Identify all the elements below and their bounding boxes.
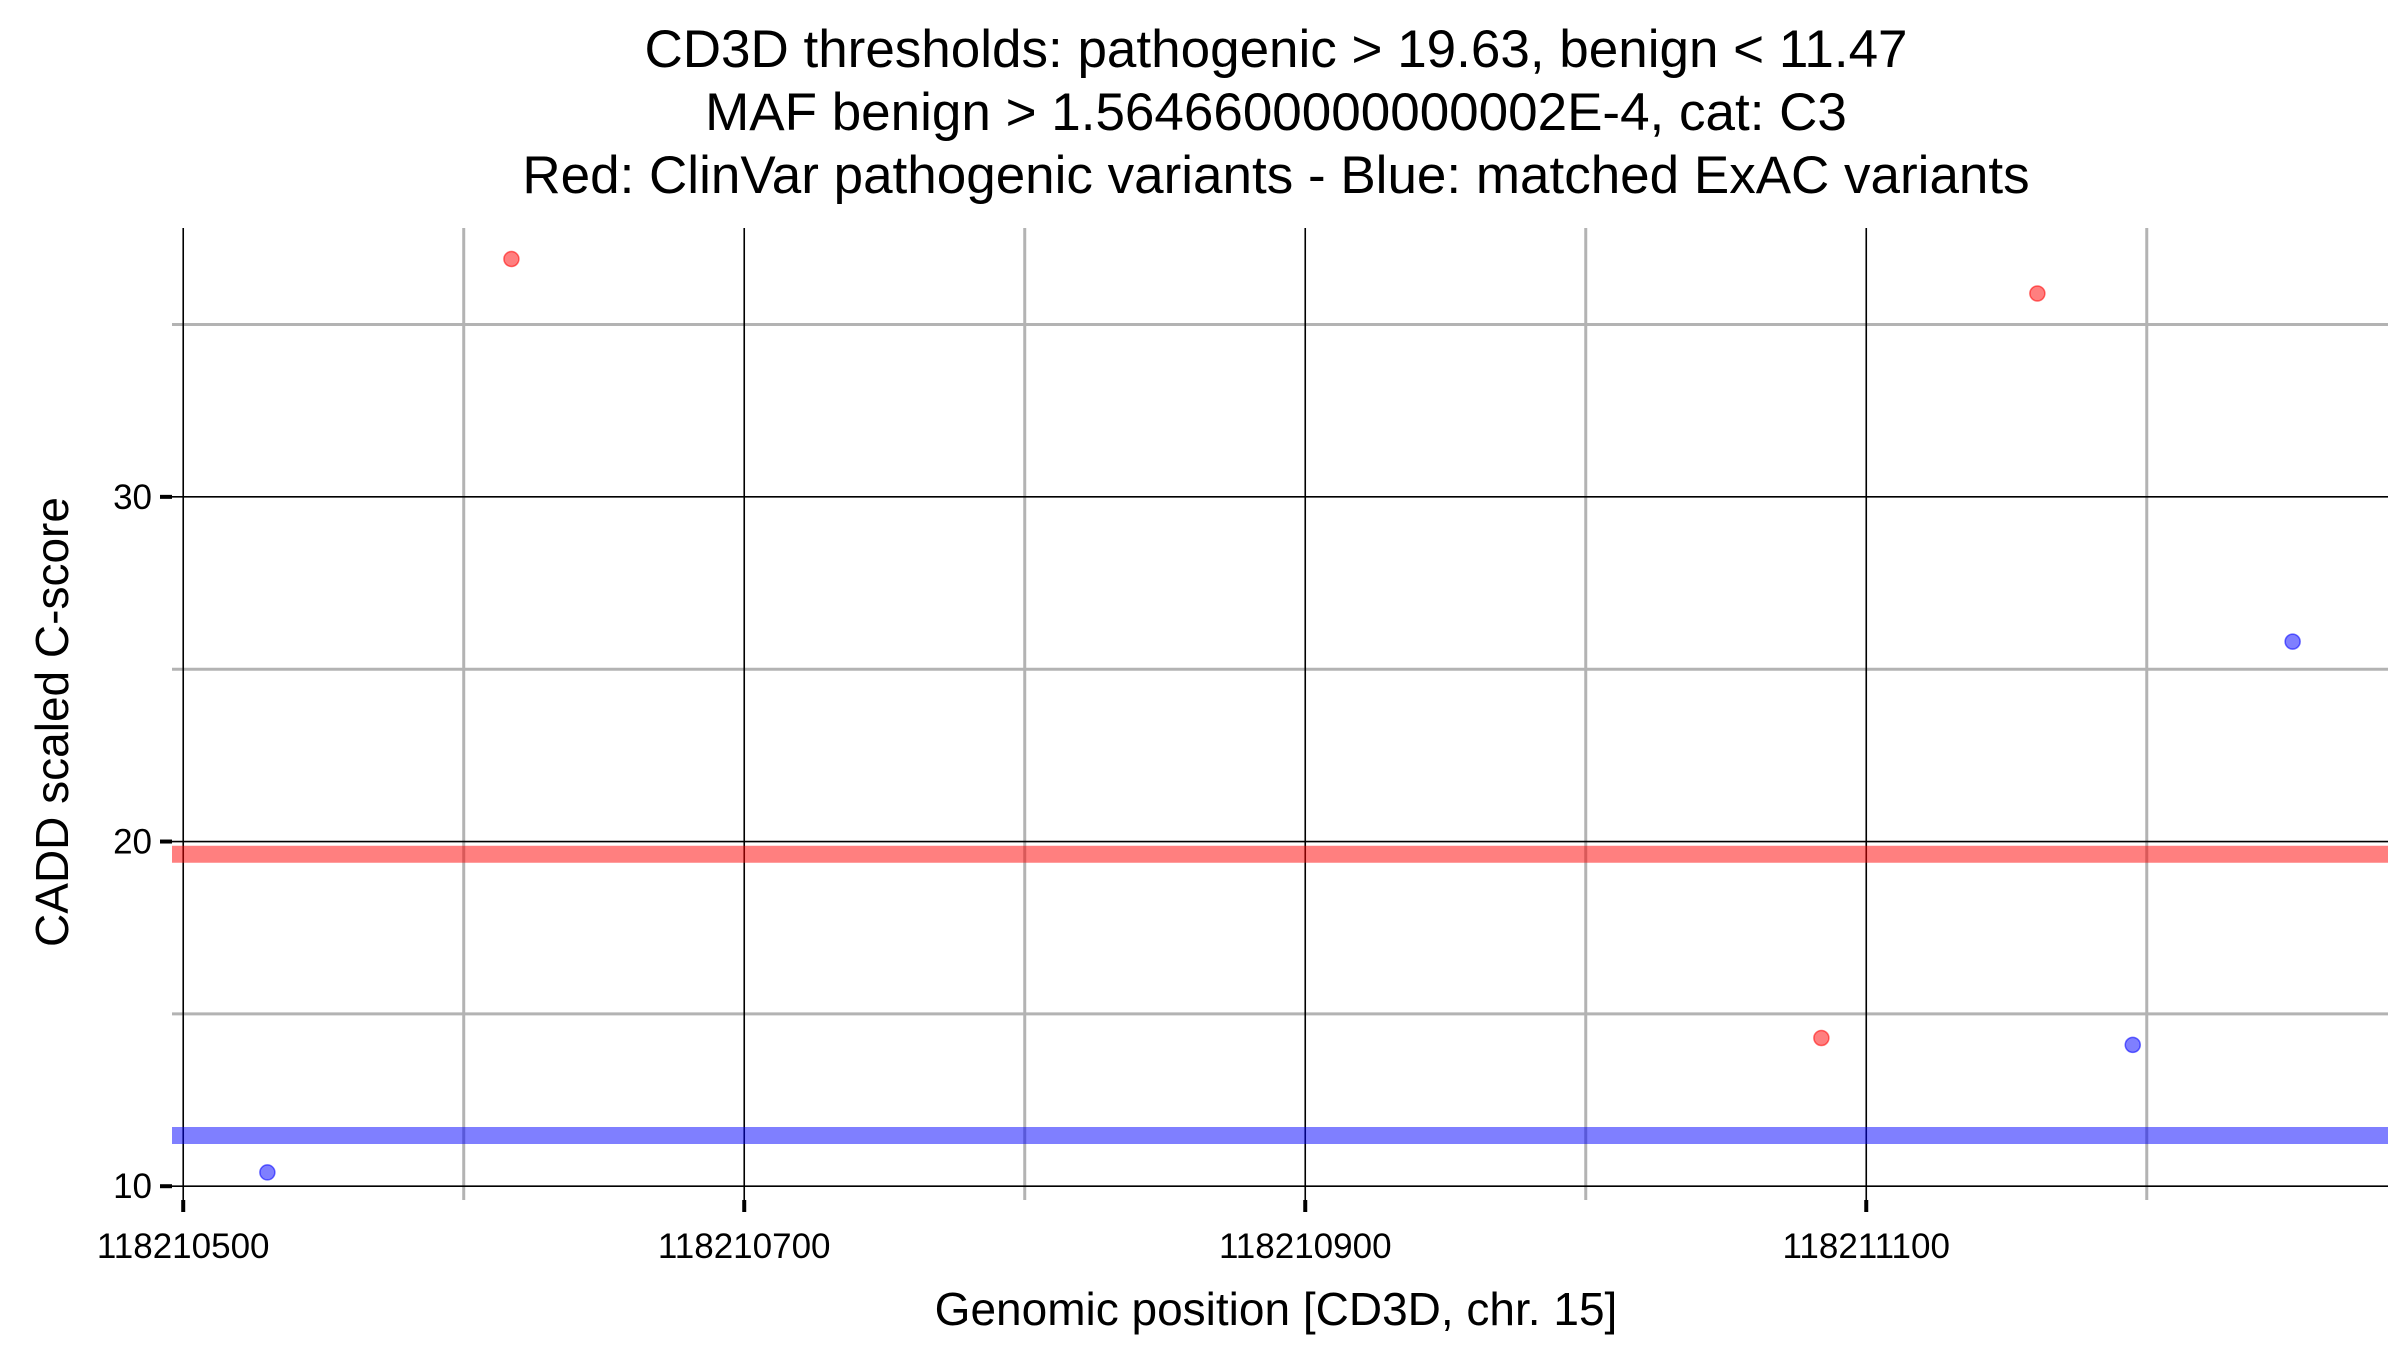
y-tick-label: 20 [113,823,152,862]
exac-point [2124,1036,2141,1054]
x-tick-label: 118211100 [1783,1227,1950,1266]
x-tick-label: 118210500 [97,1227,270,1266]
exac-point [2284,633,2301,650]
x-axis-label: Genomic position [CD3D, chr. 15] [935,1283,1618,1335]
x-tick-label: 118210900 [1219,1227,1392,1266]
clinvar-point [1813,1029,1830,1047]
clinvar-point [503,250,520,268]
y-axis-label: CADD scaled C-score [26,497,78,947]
plot-area: 118210500 118210700 118210900 118211100 10 20… [97,228,2388,1266]
exac-point [259,1164,276,1181]
clinvar-point [2029,285,2046,302]
chart-title-line-3: Red: ClinVar pathogenic variants - Blue:… [522,146,2029,205]
y-tick-label: 30 [113,478,152,517]
chart-title-line-1: CD3D thresholds: pathogenic > 19.63, ben… [644,20,1907,79]
y-tick-label: 10 [113,1167,152,1206]
x-tick-label: 118210700 [658,1227,831,1266]
chart-title-line-2: MAF benign > 1.5646600000000002E-4, cat:… [705,83,1847,142]
